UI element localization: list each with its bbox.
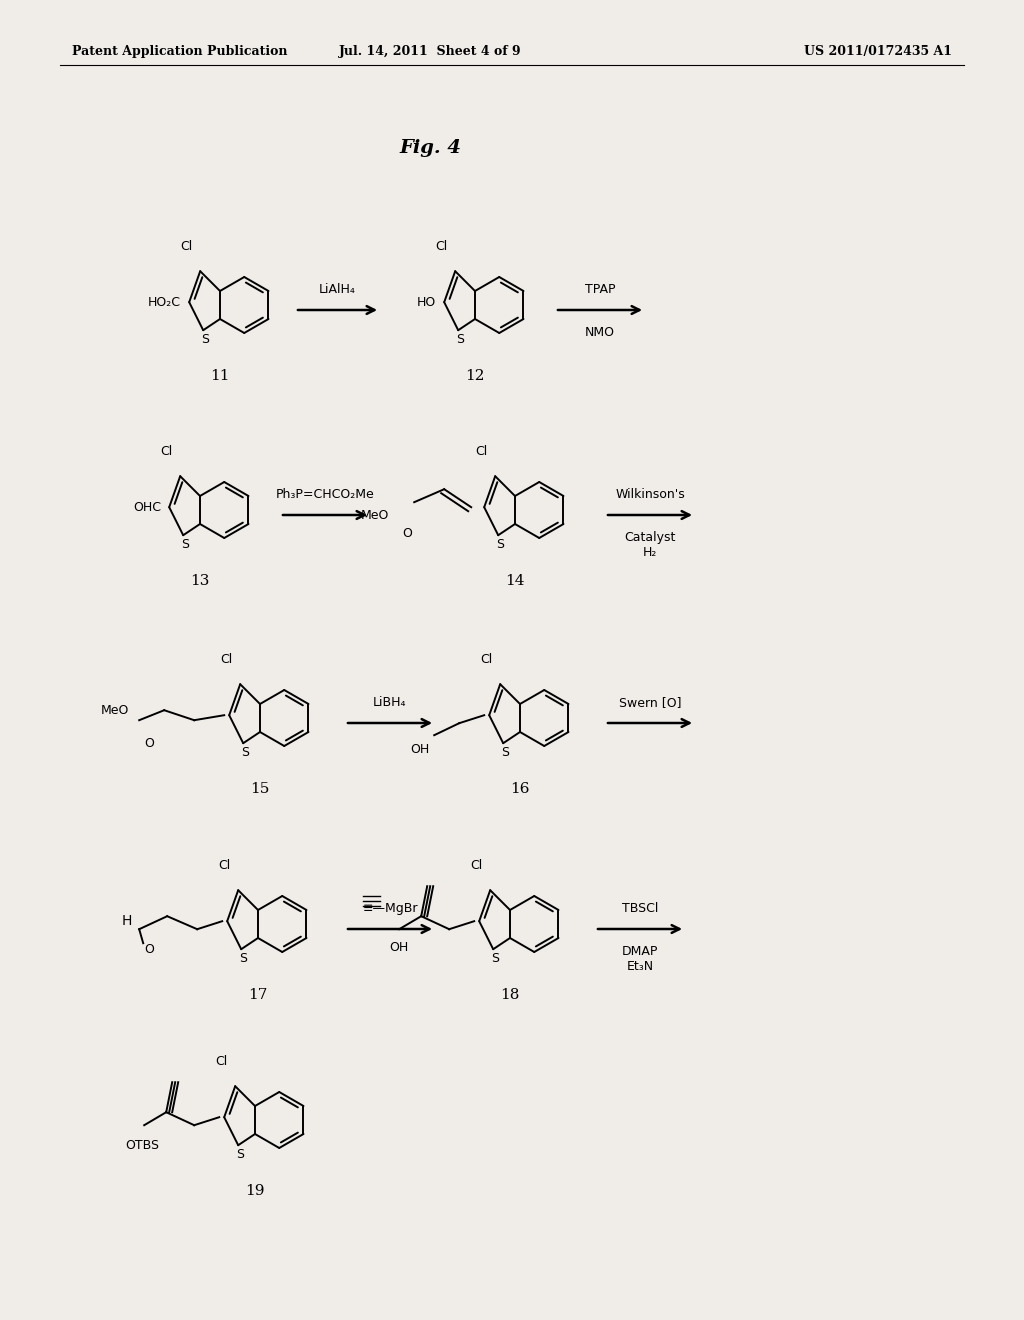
Text: S: S: [492, 952, 500, 965]
Text: MeO: MeO: [360, 508, 389, 521]
Text: 13: 13: [190, 574, 210, 587]
Text: Wilkinson's: Wilkinson's: [615, 488, 685, 502]
Text: Cl: Cl: [218, 859, 230, 873]
Text: NMO: NMO: [585, 326, 615, 339]
Text: S: S: [501, 746, 509, 759]
Text: Cl: Cl: [215, 1055, 227, 1068]
Text: Cl: Cl: [480, 653, 493, 667]
Text: Patent Application Publication: Patent Application Publication: [72, 45, 288, 58]
Text: Cl: Cl: [470, 859, 482, 873]
Text: 19: 19: [246, 1184, 265, 1199]
Text: O: O: [402, 527, 412, 540]
Text: LiBH₄: LiBH₄: [374, 696, 407, 709]
Text: S: S: [237, 1148, 244, 1162]
Text: 18: 18: [501, 987, 520, 1002]
Text: TPAP: TPAP: [585, 282, 615, 296]
Text: DMAP: DMAP: [622, 945, 658, 958]
Text: S: S: [497, 539, 504, 552]
Text: S: S: [181, 539, 189, 552]
Text: Cl: Cl: [435, 240, 447, 253]
Text: Cl: Cl: [180, 240, 193, 253]
Text: S: S: [201, 333, 209, 346]
Text: Cl: Cl: [160, 445, 172, 458]
Text: OHC: OHC: [133, 500, 161, 513]
Text: 12: 12: [465, 370, 484, 383]
Text: S: S: [457, 333, 464, 346]
Text: S: S: [242, 746, 249, 759]
Text: Fig. 4: Fig. 4: [399, 139, 461, 157]
Text: OH: OH: [389, 941, 409, 954]
Text: Jul. 14, 2011  Sheet 4 of 9: Jul. 14, 2011 Sheet 4 of 9: [339, 45, 521, 58]
Text: Et₃N: Et₃N: [627, 960, 653, 973]
Text: 14: 14: [505, 574, 524, 587]
Text: Catalyst: Catalyst: [625, 531, 676, 544]
Text: Swern [O]: Swern [O]: [618, 696, 681, 709]
Text: TBSCl: TBSCl: [622, 902, 658, 915]
Text: OH: OH: [410, 743, 429, 756]
Text: LiAlH₄: LiAlH₄: [319, 282, 356, 296]
Text: MeO: MeO: [100, 704, 129, 717]
Text: HO₂C: HO₂C: [148, 296, 181, 309]
Text: 15: 15: [250, 781, 269, 796]
Text: HO: HO: [417, 296, 436, 309]
Text: O: O: [144, 944, 155, 956]
Text: H: H: [122, 915, 132, 928]
Text: 11: 11: [210, 370, 229, 383]
Text: S: S: [240, 952, 247, 965]
Text: OTBS: OTBS: [125, 1139, 159, 1152]
Text: Cl: Cl: [220, 653, 232, 667]
Text: ≡—MgBr: ≡—MgBr: [362, 902, 418, 915]
Text: 16: 16: [510, 781, 529, 796]
Text: 17: 17: [248, 987, 267, 1002]
Text: H₂: H₂: [643, 546, 657, 558]
Text: Cl: Cl: [475, 445, 487, 458]
Text: US 2011/0172435 A1: US 2011/0172435 A1: [804, 45, 952, 58]
Text: O: O: [144, 737, 155, 750]
Text: Ph₃P=CHCO₂Me: Ph₃P=CHCO₂Me: [275, 488, 375, 502]
